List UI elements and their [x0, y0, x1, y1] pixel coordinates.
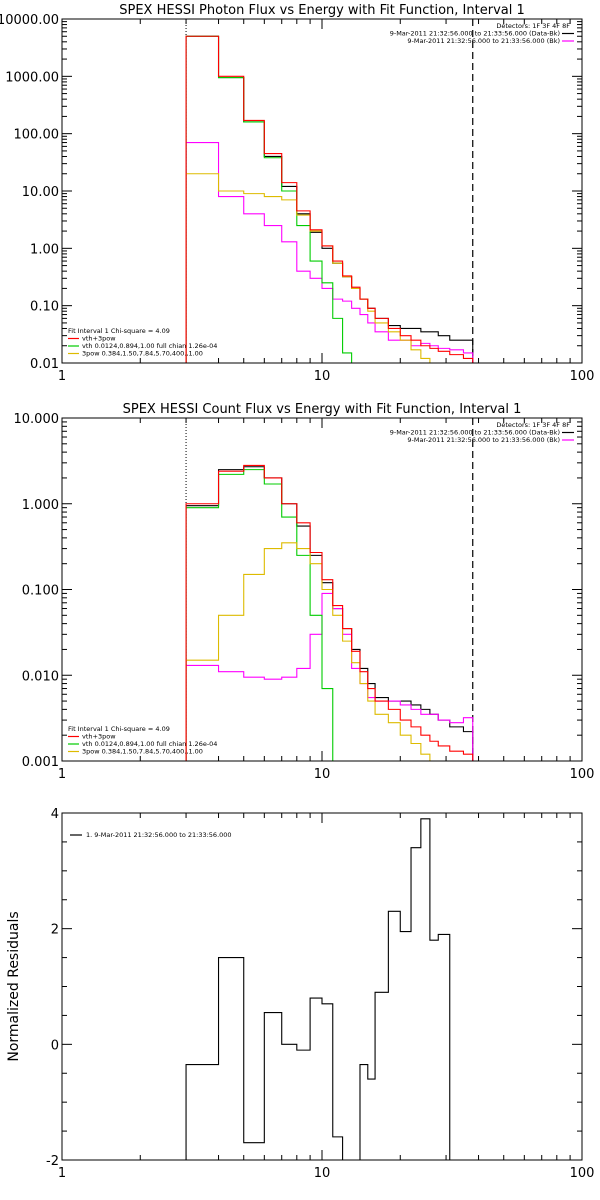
legend-bottom-entry: vth 0.0124,0.894,1.00 full chian 1.26e-0… [82, 342, 217, 350]
y-tick-label: 4 [51, 807, 59, 822]
y-tick-label: 0.01 [30, 357, 59, 372]
legend-top-entry: 9-Mar-2011 21:32:56.000 to 21:33:56.000 … [390, 30, 560, 38]
x-tick-label: 100 [570, 369, 595, 384]
axis-ticks [62, 418, 582, 761]
series-bk [185, 141, 474, 363]
y-axis-label: Normalized Residuals [6, 911, 22, 1061]
legend-top-entry: 9-Mar-2011 21:32:56.000 to 21:33:56.000 … [407, 37, 560, 45]
x-tick-label: 1 [58, 767, 66, 782]
y-tick-label: 0.010 [22, 669, 59, 684]
y-tick-label: 10.00 [22, 185, 59, 200]
data-series-group [185, 464, 474, 761]
data-series-group [185, 35, 474, 363]
series-3pow [185, 173, 474, 363]
legend-bottom-left: Fit Interval 1 Chi-square = 4.09vth+3pow… [68, 327, 217, 358]
y-tick-label: 2 [51, 923, 59, 938]
chart-panel-2: SPEX HESSI Count Flux vs Energy with Fit… [14, 402, 595, 782]
chart-panel-3: 1 10 100 -2 0 2 4 Normalized Residuals 1. 9-Mar-… [6, 807, 595, 1181]
x-tick-label: 10 [314, 767, 331, 782]
series-data-bk [185, 466, 474, 761]
legend-top-right: Detectors: 1F 3F 4F 8F9-Mar-2011 21:32:5… [390, 22, 574, 45]
legend-bottom-left: Fit Interval 1 Chi-square = 4.09vth+3pow… [68, 725, 217, 756]
legend-top-entry: 9-Mar-2011 21:32:56.000 to 21:33:56.000 … [390, 429, 560, 437]
legend-bottom-entry: vth 0.0124,0.894,1.00 full chian 1.26e-0… [82, 740, 217, 748]
x-tick-label: 10 [314, 1166, 331, 1181]
legend-bottom-entry: Fit Interval 1 Chi-square = 4.09 [68, 725, 170, 733]
series-bk [185, 592, 474, 761]
plot-frame [61, 18, 583, 364]
y-tick-label: 0.10 [30, 300, 59, 315]
x-tick-label: 1 [58, 1166, 66, 1181]
legend-entry: 1. 9-Mar-2011 21:32:56.000 to 21:33:56.0… [86, 831, 232, 839]
axis-ticks [62, 19, 582, 363]
data-series-group [185, 818, 474, 1160]
y-tick-label: 1.000 [22, 498, 59, 513]
legend-bottom-entry: 3pow 0.384,1.50,7.84,5.70,400.,1.00 [82, 748, 203, 756]
legend-top-entry: Detectors: 1F 3F 4F 8F [496, 421, 570, 429]
chart-title: SPEX HESSI Count Flux vs Energy with Fit… [123, 402, 522, 417]
y-tick-label: 100.00 [14, 128, 60, 143]
legend-top-right: Detectors: 1F 3F 4F 8F9-Mar-2011 21:32:5… [390, 421, 574, 444]
axis-ticks [62, 812, 582, 1161]
legend-bottom-entry: vth+3pow [82, 733, 116, 741]
x-tick-label: 100 [570, 767, 595, 782]
legend-top-entry: 9-Mar-2011 21:32:56.000 to 21:33:56.000 … [407, 436, 560, 444]
y-tick-label: 10.000 [14, 412, 60, 427]
legend: 1. 9-Mar-2011 21:32:56.000 to 21:33:56.0… [70, 831, 232, 839]
x-tick-label: 10 [314, 369, 331, 384]
y-tick-label: 10000.00 [0, 13, 59, 28]
series-1-9-mar-2011-21-32-56-000-to-21-33-56-000 [185, 818, 474, 1160]
y-tick-label: 0 [51, 1038, 59, 1053]
y-tick-label: 1.00 [30, 242, 59, 257]
legend-bottom-entry: 3pow 0.384,1.50,7.84,5.70,400.,1.00 [82, 350, 203, 358]
chart-panel-1: SPEX HESSI Photon Flux vs Energy with Fi… [0, 3, 595, 384]
legend-top-entry: Detectors: 1F 3F 4F 8F [496, 22, 570, 30]
y-tick-label: -2 [46, 1154, 59, 1169]
plot-frame [61, 417, 583, 762]
legend-bottom-entry: Fit Interval 1 Chi-square = 4.09 [68, 327, 170, 335]
series-vth-3pow [185, 35, 474, 363]
y-tick-label: 0.100 [22, 584, 59, 599]
plot-frame [61, 812, 583, 1161]
x-tick-label: 1 [58, 369, 66, 384]
x-tick-label: 100 [570, 1166, 595, 1181]
series-vth [185, 469, 343, 761]
legend-bottom-entry: vth+3pow [82, 335, 116, 343]
chart-title: SPEX HESSI Photon Flux vs Energy with Fi… [119, 3, 525, 18]
series-vth-3pow [185, 464, 474, 761]
y-tick-label: 0.001 [22, 755, 59, 770]
series-3pow [185, 542, 439, 761]
series-data-bk [185, 35, 474, 363]
series-vth [185, 35, 361, 363]
y-tick-label: 1000.00 [5, 70, 59, 85]
